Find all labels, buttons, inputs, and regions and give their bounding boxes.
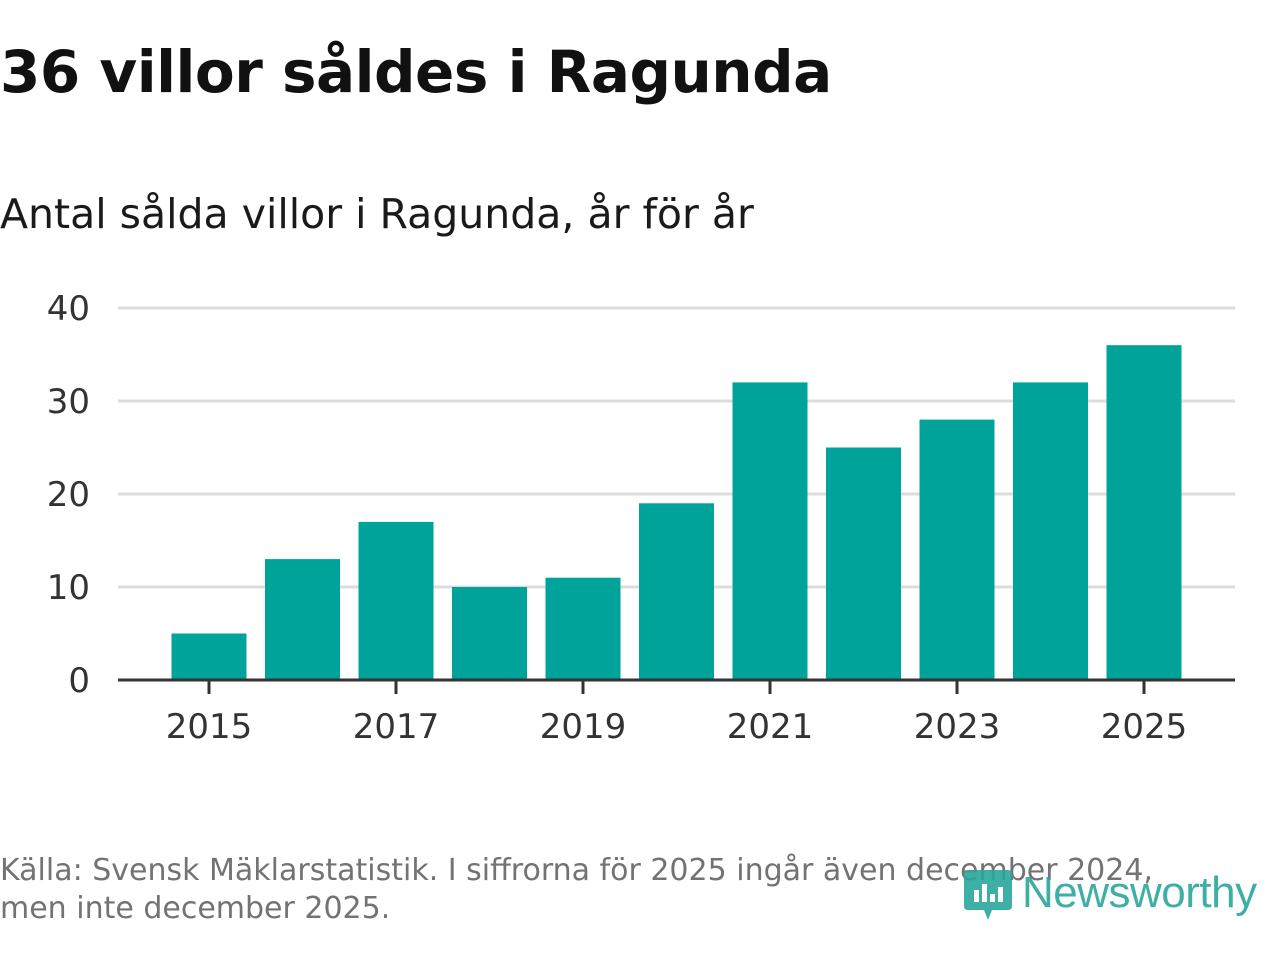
x-tick-label-2019: 2019 [540, 707, 627, 747]
source-note-line-1: Källa: Svensk Mäklarstatistik. I siffror… [0, 853, 1153, 888]
bar-2018 [452, 587, 527, 680]
bar-2025 [1106, 345, 1182, 680]
newsworthy-logo: Newsworthy [962, 860, 1257, 926]
x-tick-label-2021: 2021 [727, 707, 814, 747]
y-tick-label-20: 20 [47, 475, 90, 515]
chart-title: 36 villor såldes i Ragunda [0, 38, 832, 106]
newsworthy-logo-icon [964, 870, 1012, 920]
x-tick-label-2023: 2023 [914, 707, 1001, 747]
y-tick-label-0: 0 [68, 661, 90, 701]
bar-2019 [545, 577, 621, 680]
source-note: Källa: Svensk Mäklarstatistik. I siffror… [0, 852, 1220, 928]
x-tick-label-2015: 2015 [166, 707, 253, 747]
bar-2024 [1013, 382, 1088, 680]
y-tick-label-10: 10 [47, 568, 90, 608]
bar-2016 [265, 559, 340, 680]
bar-2020 [639, 503, 714, 680]
source-note-line-2: men inte december 2025. [0, 891, 391, 926]
x-tick-label-2017: 2017 [353, 707, 440, 747]
chart-subtitle: Antal sålda villor i Ragunda, år för år [0, 190, 754, 238]
y-tick-label-30: 30 [47, 382, 90, 422]
bar-chart: 0 10 20 30 40 2015 2017 2019 2021 2023 2025 [47, 289, 1235, 747]
bar-2021 [732, 382, 808, 680]
x-tick-label-2025: 2025 [1101, 707, 1188, 747]
bar-2015 [171, 633, 247, 680]
bar-2022 [826, 447, 901, 680]
y-tick-label-40: 40 [47, 289, 90, 329]
bar-2017 [358, 521, 434, 680]
newsworthy-logo-text: Newsworthy [1022, 868, 1257, 917]
bar-2023 [919, 419, 995, 680]
